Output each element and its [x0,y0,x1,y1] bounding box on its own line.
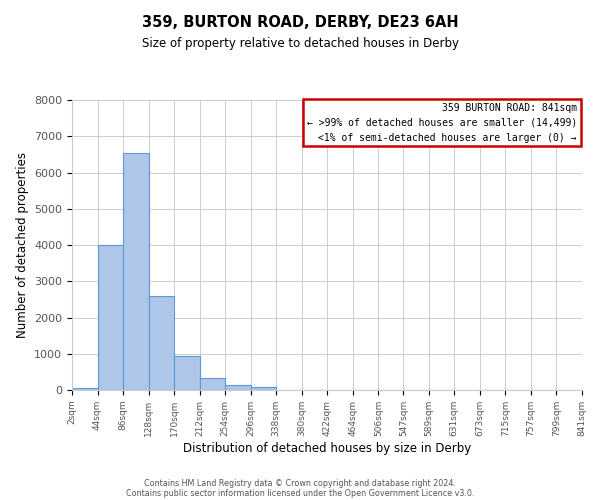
Text: Contains HM Land Registry data © Crown copyright and database right 2024.: Contains HM Land Registry data © Crown c… [144,478,456,488]
Text: Contains public sector information licensed under the Open Government Licence v3: Contains public sector information licen… [126,488,474,498]
Y-axis label: Number of detached properties: Number of detached properties [16,152,29,338]
Bar [149,296,174,390]
Bar [98,245,123,390]
Bar [72,388,98,390]
Text: 359, BURTON ROAD, DERBY, DE23 6AH: 359, BURTON ROAD, DERBY, DE23 6AH [142,15,458,30]
Text: Size of property relative to detached houses in Derby: Size of property relative to detached ho… [142,38,458,51]
Text: 359 BURTON ROAD: 841sqm
← >99% of detached houses are smaller (14,499)
<1% of se: 359 BURTON ROAD: 841sqm ← >99% of detach… [307,103,577,142]
Bar [123,152,149,390]
Bar [251,387,276,390]
Bar [200,378,225,390]
Bar [225,386,251,390]
Bar [174,356,200,390]
X-axis label: Distribution of detached houses by size in Derby: Distribution of detached houses by size … [183,442,471,454]
